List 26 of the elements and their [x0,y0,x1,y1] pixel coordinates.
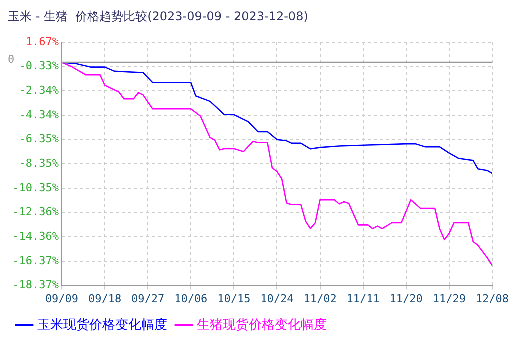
x-tick-label: 11/02 [304,292,337,306]
x-tick-label: 11/11 [346,292,380,306]
x-tick-label: 09/09 [45,292,79,306]
y-tick-label: -8.35% [19,156,60,170]
y-tick-label: -2.34% [19,84,60,97]
y-tick-label: -0.33% [19,60,60,73]
x-tick-label: 11/29 [432,292,466,306]
y-tick-label: 1.67% [26,35,60,48]
y-tick-label: -4.34% [19,108,60,122]
ref-line-label: 0 [8,53,15,66]
chart-title: 玉米 - 生猪 价格趋势比较(2023-09-09 - 2023-12-08) [8,9,308,24]
y-tick-label: -10.35% [12,181,60,194]
x-tick-label: 12/08 [476,292,510,306]
x-tick-label: 10/24 [260,292,294,306]
legend-label: 生猪现货价格变化幅度 [197,316,327,333]
y-tick-label: -12.36% [12,206,60,219]
x-tick-label: 10/15 [218,292,251,306]
x-tick-label: 09/18 [88,292,122,306]
x-tick-label: 10/06 [174,292,208,306]
y-tick-label: -14.36% [12,230,60,243]
y-tick-label: -6.35% [19,132,60,146]
y-tick-label: -16.37% [12,254,60,268]
x-tick-label: 09/27 [132,292,165,306]
y-tick-label: -18.37% [12,278,60,292]
x-tick-label: 11/20 [390,292,423,306]
legend-label: 玉米现货价格变化幅度 [38,316,168,333]
